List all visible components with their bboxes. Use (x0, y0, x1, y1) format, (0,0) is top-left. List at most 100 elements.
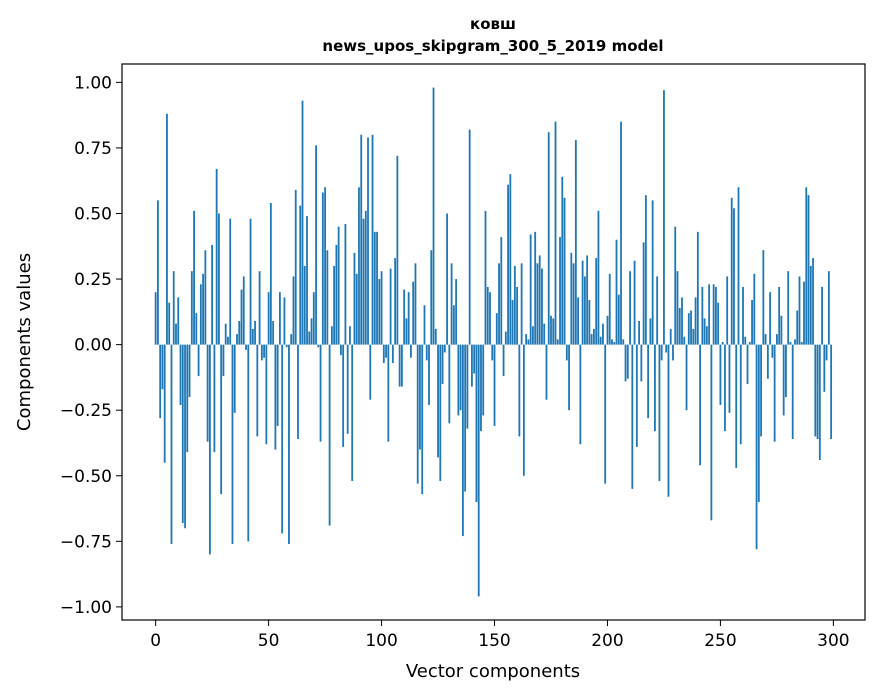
bar (265, 344, 268, 445)
bar (710, 344, 713, 521)
bar (561, 176, 564, 345)
bar (202, 273, 205, 345)
bar (437, 344, 439, 458)
bar (583, 276, 586, 345)
bar (599, 336, 602, 345)
bar (369, 344, 372, 400)
bar (577, 297, 580, 345)
bar (279, 292, 281, 345)
bar (477, 344, 480, 597)
bar (532, 326, 534, 345)
bar (617, 294, 620, 345)
bar (208, 344, 211, 555)
bar (529, 234, 532, 345)
y-tick-label: −0.75 (60, 532, 112, 552)
bar (692, 328, 695, 345)
bar (552, 318, 555, 345)
bar (222, 344, 225, 377)
bar (642, 242, 645, 345)
bar (175, 323, 177, 345)
bar (315, 145, 317, 345)
bar (285, 344, 288, 348)
bar (791, 344, 794, 440)
bar (543, 323, 546, 345)
bar (412, 281, 415, 345)
bar (306, 216, 308, 345)
bar (714, 286, 717, 345)
bar (590, 334, 593, 345)
y-tick-label: −1.00 (60, 598, 112, 618)
bar (778, 286, 781, 345)
bar (785, 344, 787, 398)
bar (204, 250, 207, 345)
bar (416, 344, 419, 484)
bar (719, 344, 722, 405)
x-tick-label: 200 (591, 631, 623, 651)
bar (739, 344, 742, 445)
bar (611, 339, 613, 345)
bar-series (154, 87, 833, 597)
bar (434, 328, 437, 345)
bar (211, 244, 214, 345)
bar (746, 344, 749, 384)
bar (215, 168, 218, 345)
bar (830, 344, 833, 440)
bar (301, 100, 304, 345)
bar (461, 344, 464, 537)
bar (157, 200, 159, 345)
y-tick-label: 0.50 (74, 204, 112, 224)
bar (588, 300, 591, 345)
bar (705, 326, 708, 345)
bar (333, 265, 336, 345)
bar (654, 344, 656, 432)
bar (586, 255, 589, 345)
bar (484, 210, 487, 345)
bar (452, 305, 455, 345)
bar (694, 297, 697, 345)
bar (321, 192, 324, 345)
bar (294, 189, 297, 345)
bar (667, 344, 670, 497)
bar (721, 342, 724, 345)
bar (414, 263, 417, 345)
bar (597, 210, 600, 345)
bar (353, 252, 356, 345)
bar (166, 113, 168, 345)
bar (299, 205, 302, 345)
bar (330, 326, 333, 345)
bar (658, 344, 661, 481)
bar (326, 250, 329, 345)
x-tick-label: 300 (817, 631, 849, 651)
bar (342, 344, 345, 447)
bar (701, 286, 704, 345)
bar (482, 344, 485, 416)
bar (188, 344, 191, 398)
bar (405, 318, 408, 345)
bar (197, 344, 200, 377)
bar (640, 344, 643, 382)
bar (516, 286, 519, 345)
bar (303, 265, 306, 345)
bar (245, 344, 247, 350)
bar (595, 258, 598, 345)
bar (324, 187, 326, 345)
bar (220, 344, 223, 495)
bar (448, 344, 451, 424)
bar (489, 292, 491, 345)
bar (769, 292, 772, 345)
bar (283, 297, 286, 345)
bar (825, 344, 828, 361)
bar (737, 187, 740, 345)
bar (789, 342, 792, 345)
bar (443, 344, 446, 353)
y-tick-label: 0.00 (74, 336, 112, 356)
y-axis-label: Components values (14, 253, 35, 431)
bar (608, 273, 611, 345)
bar (620, 121, 622, 345)
bar (339, 344, 342, 356)
bar (218, 213, 220, 345)
bar (163, 344, 166, 463)
bar (665, 344, 668, 353)
bar (504, 331, 507, 345)
